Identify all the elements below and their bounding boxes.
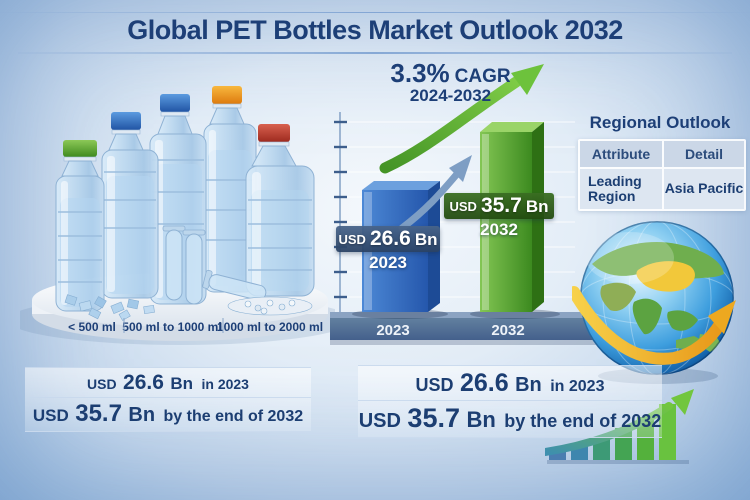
size-label-under-500ml: < 500 ml	[68, 320, 116, 334]
bar-2032	[470, 122, 560, 319]
header-bottom-rule	[18, 52, 732, 54]
plastic-flakes	[64, 294, 313, 321]
ribbon-2023-currency: USD	[338, 232, 366, 247]
cagr-period: 2024-2032	[409, 86, 492, 106]
bottle-orange-cap	[203, 86, 257, 293]
summary-unit: Bn	[170, 374, 194, 393]
summary-currency: USD	[358, 410, 401, 432]
summary-value: 35.7	[75, 400, 122, 427]
chart-y-axis	[334, 112, 347, 312]
summary-right-line1: USD 26.6 Bn in 2023	[358, 366, 662, 401]
cagr-annotation: 3.3% CAGR 2024-2032	[368, 58, 533, 106]
bottle-medium-blue-cap	[101, 112, 159, 299]
size-label-1000-2000ml: 1000 ml to 2000 ml	[217, 320, 323, 334]
regional-outlook-title: Regional Outlook	[589, 113, 731, 132]
x-label-2023: 2023	[376, 322, 409, 339]
china-highlight	[636, 261, 695, 292]
table-header-attribute: Attribute	[580, 141, 662, 167]
summary-currency: USD	[87, 376, 117, 392]
summary-suffix: by the end of 2032	[504, 411, 662, 431]
chart-base-platform	[330, 312, 630, 345]
summary-value: 35.7	[407, 403, 460, 433]
bottle-small-green-cap	[55, 140, 105, 312]
globe-icon	[572, 221, 736, 384]
bottles-illustration: < 500 ml 500 ml to 1000 ml 1000 ml to 20…	[20, 86, 335, 345]
summary-left-line1: USD 26.6 Bn in 2023	[25, 368, 311, 398]
ribbon-2023-value: 26.6	[369, 227, 411, 250]
summary-unit: Bn	[128, 404, 156, 426]
bar-link-arrow-icon	[398, 155, 472, 232]
ribbon-2032-unit: Bn	[525, 197, 549, 216]
summary-left-line2: USD 35.7 Bn by the end of 2032	[25, 398, 311, 431]
summary-right-line2: USD 35.7 Bn by the end of 2032	[358, 401, 662, 437]
summary-suffix: in 2023	[550, 378, 605, 395]
summary-currency: USD	[415, 375, 454, 395]
x-label-2032: 2032	[491, 322, 524, 339]
summary-band-left: USD 26.6 Bn in 2023 USD 35.7 Bn by the e…	[25, 367, 311, 432]
summary-currency: USD	[32, 406, 69, 425]
bar-value-ribbon-2023: USD 26.6 Bn	[336, 226, 440, 252]
header-top-rule	[0, 12, 750, 13]
cagr-label: CAGR	[454, 66, 511, 87]
bar-value-ribbon-2032: USD 35.7 Bn	[444, 193, 554, 219]
ribbon-2023-unit: Bn	[414, 230, 438, 249]
summary-unit: Bn	[515, 374, 542, 396]
ribbon-2032-year: 2032	[480, 220, 518, 239]
summary-value: 26.6	[459, 369, 509, 397]
table-header-detail: Detail	[664, 141, 744, 167]
cagr-rate: 3.3%	[390, 58, 450, 88]
ribbon-2023-year: 2023	[369, 253, 407, 272]
market-bar-chart: 2023 2032	[330, 64, 630, 345]
table-cell-leading-region: Leading Region	[580, 169, 662, 209]
summary-band-right: USD 26.6 Bn in 2023 USD 35.7 Bn by the e…	[358, 365, 662, 438]
regional-outlook-table: Attribute Detail Leading Region Asia Pac…	[578, 139, 746, 211]
bottle-red-cap	[245, 124, 315, 297]
table-cell-asia-pacific: Asia Pacific	[664, 169, 744, 209]
summary-unit: Bn	[466, 407, 496, 432]
page-title: Global PET Bottles Market Outlook 2032	[127, 15, 623, 45]
size-label-500-1000ml: 500 ml to 1000 ml	[122, 320, 221, 334]
ribbon-2032-currency: USD	[449, 199, 477, 214]
globe-orbit-arrow-icon	[572, 286, 736, 365]
summary-suffix: in 2023	[201, 376, 249, 392]
pet-preforms	[162, 225, 267, 305]
summary-suffix: by the end of 2032	[163, 408, 304, 425]
summary-value: 26.6	[123, 371, 164, 394]
growth-arrow-icon	[379, 64, 544, 174]
ribbon-2032-value: 35.7	[480, 194, 522, 217]
